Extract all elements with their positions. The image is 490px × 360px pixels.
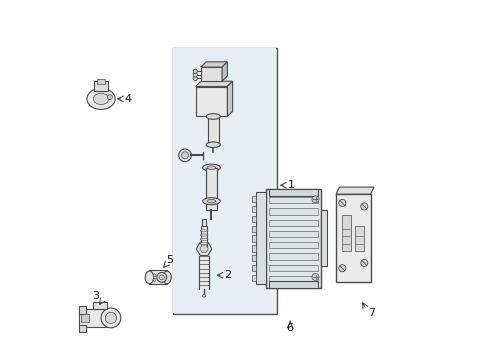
Polygon shape xyxy=(336,187,374,194)
Ellipse shape xyxy=(87,88,115,109)
Bar xyxy=(97,79,105,84)
Bar xyxy=(343,215,351,251)
Ellipse shape xyxy=(203,164,220,171)
Circle shape xyxy=(193,73,197,77)
Bar xyxy=(269,208,318,215)
Circle shape xyxy=(361,203,368,210)
Bar xyxy=(252,206,256,212)
Circle shape xyxy=(339,199,346,207)
Text: 1: 1 xyxy=(288,180,295,190)
Bar xyxy=(206,168,217,210)
Bar xyxy=(269,189,318,196)
Circle shape xyxy=(312,274,319,280)
Polygon shape xyxy=(201,62,227,67)
Circle shape xyxy=(339,265,346,272)
Bar xyxy=(252,216,256,222)
Circle shape xyxy=(203,294,205,297)
Bar xyxy=(269,242,318,248)
Ellipse shape xyxy=(105,312,117,324)
Bar xyxy=(269,197,318,203)
Circle shape xyxy=(157,273,167,282)
Ellipse shape xyxy=(206,142,220,148)
Ellipse shape xyxy=(200,242,208,244)
Circle shape xyxy=(193,69,197,73)
Ellipse shape xyxy=(93,93,109,104)
Bar xyxy=(79,325,86,332)
Ellipse shape xyxy=(207,199,216,203)
Text: 7: 7 xyxy=(368,309,375,318)
Bar xyxy=(269,265,318,271)
Circle shape xyxy=(181,152,189,159)
Bar xyxy=(199,256,209,289)
Text: 6: 6 xyxy=(287,323,294,333)
Bar xyxy=(208,117,219,145)
Ellipse shape xyxy=(101,308,121,328)
Bar xyxy=(269,253,318,260)
Bar xyxy=(336,194,370,282)
Polygon shape xyxy=(222,62,227,81)
Bar xyxy=(172,48,277,314)
Bar xyxy=(266,189,321,288)
Bar xyxy=(201,226,207,249)
Circle shape xyxy=(159,275,164,280)
Ellipse shape xyxy=(207,166,216,170)
Text: 5: 5 xyxy=(166,256,173,265)
Ellipse shape xyxy=(203,198,220,205)
Bar xyxy=(256,192,266,284)
Bar xyxy=(269,276,318,282)
Text: 3: 3 xyxy=(93,292,99,301)
Bar xyxy=(79,306,86,314)
Bar xyxy=(355,226,364,251)
Bar xyxy=(252,235,256,242)
Text: 4: 4 xyxy=(124,94,131,104)
Ellipse shape xyxy=(200,238,208,240)
Ellipse shape xyxy=(145,271,154,284)
Bar xyxy=(321,210,327,266)
Circle shape xyxy=(179,149,192,162)
Bar xyxy=(252,265,256,271)
Bar xyxy=(252,196,256,202)
Circle shape xyxy=(153,278,156,281)
Bar xyxy=(93,302,107,309)
Bar xyxy=(269,220,318,226)
Ellipse shape xyxy=(200,230,208,232)
Bar xyxy=(252,275,256,281)
Bar xyxy=(252,245,256,252)
Ellipse shape xyxy=(206,114,220,119)
Ellipse shape xyxy=(163,271,172,284)
Bar xyxy=(94,81,108,91)
Circle shape xyxy=(193,76,197,81)
Bar xyxy=(252,255,256,261)
Bar xyxy=(79,309,111,327)
Bar xyxy=(149,270,167,284)
Polygon shape xyxy=(196,81,233,86)
Circle shape xyxy=(361,259,368,266)
Circle shape xyxy=(107,95,112,100)
Bar xyxy=(202,219,206,226)
Circle shape xyxy=(153,274,156,277)
Bar xyxy=(81,314,89,322)
Ellipse shape xyxy=(200,234,208,236)
Polygon shape xyxy=(200,245,208,252)
Text: 2: 2 xyxy=(224,270,231,280)
Bar xyxy=(196,86,227,117)
Bar xyxy=(173,48,276,313)
Bar xyxy=(269,280,318,288)
Polygon shape xyxy=(227,81,233,117)
Circle shape xyxy=(312,196,319,203)
Bar xyxy=(252,225,256,232)
Polygon shape xyxy=(196,242,212,256)
Bar xyxy=(201,67,222,81)
Bar xyxy=(269,231,318,237)
